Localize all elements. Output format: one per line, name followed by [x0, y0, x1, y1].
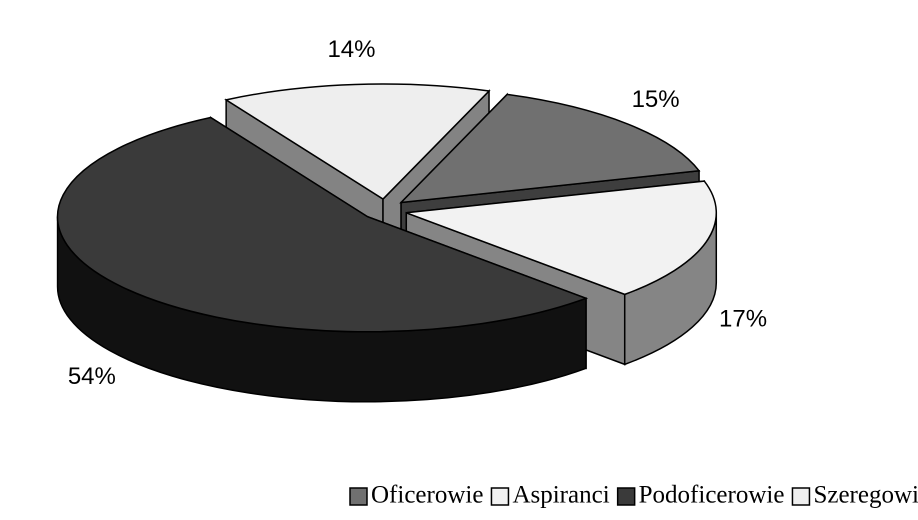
- slice-top: [224, 83, 491, 201]
- pie-slice: [56, 116, 589, 403]
- slice-top: [406, 180, 718, 296]
- legend-label: Oficerowie: [371, 482, 483, 509]
- legend-swatch: [490, 487, 510, 506]
- legend-label: Szeregowi: [813, 482, 918, 509]
- data-label: 54%: [68, 363, 116, 390]
- legend-swatch: [349, 487, 368, 506]
- legend-swatch: [616, 487, 636, 506]
- data-label: 15%: [632, 86, 680, 113]
- legend: Oficerowie Aspiranci Podoficerowie Szeregow…: [349, 482, 918, 509]
- slice-top: [56, 116, 589, 333]
- data-label: 14%: [327, 36, 375, 63]
- slice-top: [399, 93, 701, 204]
- data-label: 17%: [719, 306, 767, 333]
- legend-label: Podoficerowie: [639, 482, 785, 509]
- legend-swatch: [791, 487, 811, 506]
- legend-label: Aspiranci: [512, 482, 609, 509]
